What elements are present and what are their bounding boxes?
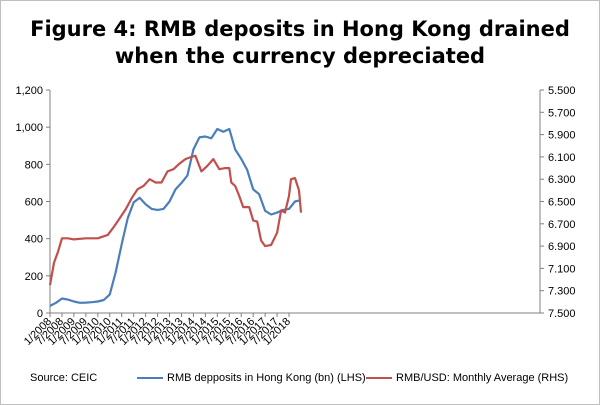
right-axis-tick-label: 6.500	[548, 197, 576, 209]
series-line-deposits	[49, 127, 300, 307]
right-axis-tick-label: 6.300	[548, 174, 576, 186]
legend-item-rmb-usd: RMB/USD: Monthly Average (RHS)	[366, 372, 568, 384]
source-note: Source: CEIC	[30, 372, 98, 384]
series-line-rmb-usd	[48, 154, 303, 286]
chart-title: Figure 4: RMB deposits in Hong Kong drai…	[0, 16, 600, 70]
legend-item-deposits: RMB depposits in Hong Kong (bn) (LHS)	[137, 372, 366, 384]
right-axis-tick-label: 7.100	[548, 263, 576, 275]
chart-footer: Source: CEIC RMB depposits in Hong Kong …	[0, 370, 600, 390]
right-axis-tick-label: 6.700	[548, 219, 576, 231]
left-axis-tick-label: 400	[25, 234, 43, 246]
legend-label-rmb-usd: RMB/USD: Monthly Average (RHS)	[396, 372, 569, 384]
right-axis-tick-label: 6.100	[548, 152, 576, 164]
left-axis-tick-label: 800	[25, 159, 43, 171]
left-axis-tick-label: 1,000	[15, 122, 43, 134]
left-axis-tick-label: 1,200	[15, 85, 43, 97]
right-axis-tick-label: 5.900	[548, 130, 576, 142]
legend-swatch-rmb-usd	[366, 377, 392, 380]
legend-label-deposits: RMB depposits in Hong Kong (bn) (LHS)	[167, 372, 366, 384]
chart-title-line-2: when the currency depreciated	[114, 44, 486, 68]
chart-title-line-1: Figure 4: RMB deposits in Hong Kong drai…	[30, 17, 570, 41]
right-axis-tick-label: 5.700	[548, 107, 576, 119]
left-axis-tick-label: 200	[25, 271, 43, 283]
right-axis-tick-label: 7.500	[548, 308, 576, 320]
right-axis-tick-label: 6.900	[548, 241, 576, 253]
right-axis-tick-label: 7.300	[548, 286, 576, 298]
left-axis-tick-label: 600	[25, 197, 43, 209]
right-axis-tick-label: 5.500	[548, 85, 576, 97]
legend-swatch-deposits	[137, 377, 163, 380]
left-axis-tick-label: 0	[37, 308, 43, 320]
